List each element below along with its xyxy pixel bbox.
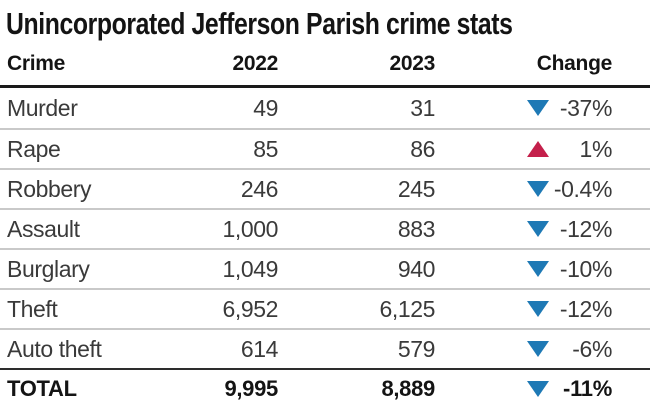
value-2022: 246: [240, 175, 278, 202]
change-percent: -10%: [559, 255, 612, 282]
value-2022: 1,000: [222, 215, 278, 242]
crime-name: Theft: [7, 295, 58, 322]
crime-name: Murder: [7, 94, 78, 121]
change-percent: 1%: [579, 135, 613, 162]
down-triangle-icon: [527, 301, 549, 317]
crime-name: Assault: [7, 215, 80, 242]
down-triangle-icon: [527, 100, 549, 116]
table-row: Robbery 246 245 -0.4%: [0, 168, 650, 208]
change-cell: -10%: [435, 256, 650, 283]
change-percent: -12%: [559, 295, 612, 322]
table-body: Murder 49 31 -37% Rape 85 86 1% Robbery 246 245 -0.…: [0, 88, 650, 408]
change-percent: -37%: [559, 94, 612, 121]
up-triangle-icon: [527, 141, 549, 157]
down-triangle-icon: [527, 261, 549, 277]
table-row: Murder 49 31 -37%: [0, 88, 650, 128]
value-2023: 31: [410, 94, 435, 121]
change-cell: -0.4%: [435, 176, 650, 203]
column-header-crime: Crime: [7, 51, 66, 75]
change-percent: -6%: [572, 335, 612, 362]
crime-name: Burglary: [7, 255, 90, 282]
value-2023: 579: [397, 335, 435, 362]
value-2022: 9,995: [224, 376, 278, 401]
change-cell: -12%: [435, 296, 650, 323]
table-header-row: Crime 2022 2023 Change: [0, 42, 650, 88]
value-2023: 6,125: [379, 295, 435, 322]
value-2023: 940: [397, 255, 435, 282]
table-row: Rape 85 86 1%: [0, 128, 650, 168]
crime-name: Robbery: [7, 175, 92, 202]
change-cell: -37%: [435, 95, 650, 122]
change-cell: 1%: [435, 136, 650, 163]
table-row: Auto theft 614 579 -6%: [0, 328, 650, 368]
change-cell: -11%: [435, 376, 650, 402]
value-2022: 49: [253, 94, 278, 121]
column-header-2023: 2023: [389, 51, 435, 75]
down-triangle-icon: [527, 181, 549, 197]
value-2023: 245: [397, 175, 435, 202]
page-title: Unincorporated Jefferson Parish crime st…: [6, 6, 513, 41]
value-2022: 85: [253, 135, 278, 162]
change-percent: -11%: [563, 376, 612, 401]
column-header-change: Change: [536, 51, 613, 75]
value-2023: 883: [397, 215, 435, 242]
crime-name: Auto theft: [7, 335, 102, 362]
down-triangle-icon: [527, 341, 549, 357]
crime-name: Rape: [7, 135, 61, 162]
value-2022: 6,952: [222, 295, 278, 322]
value-2022: 614: [240, 335, 278, 362]
value-2023: 8,889: [381, 376, 435, 401]
change-cell: -6%: [435, 336, 650, 363]
change-cell: -12%: [435, 216, 650, 243]
down-triangle-icon: [527, 221, 549, 237]
table-row: Theft 6,952 6,125 -12%: [0, 288, 650, 328]
change-percent: -12%: [559, 215, 612, 242]
column-header-2022: 2022: [232, 51, 278, 75]
table-row: Assault 1,000 883 -12%: [0, 208, 650, 248]
value-2022: 1,049: [222, 255, 278, 282]
total-row: TOTAL 9,995 8,889 -11%: [0, 368, 650, 408]
change-percent: -0.4%: [553, 175, 612, 202]
down-triangle-icon: [527, 381, 549, 397]
value-2023: 86: [410, 135, 435, 162]
crime-name: TOTAL: [7, 376, 77, 401]
table-row: Burglary 1,049 940 -10%: [0, 248, 650, 288]
